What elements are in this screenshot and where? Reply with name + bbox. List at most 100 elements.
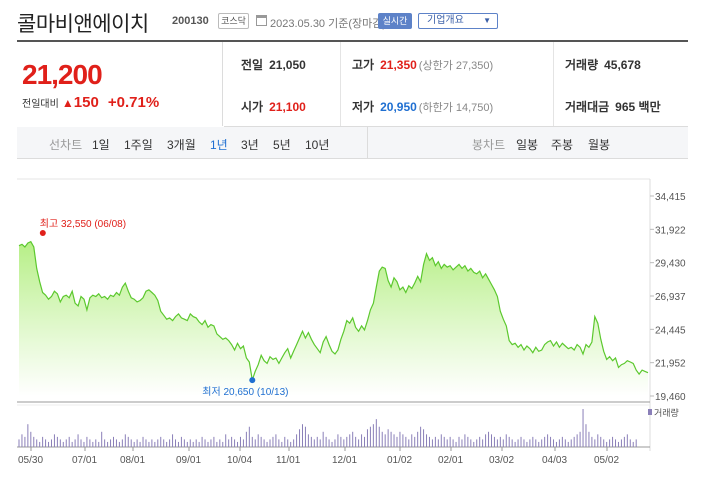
tab-period-1y[interactable]: 1년 <box>210 138 228 152</box>
price-chart[interactable]: 최고 32,550 (06/08) 최저 20,650 (10/13) 34,41… <box>0 175 705 482</box>
market-badge: 코스닥 <box>218 13 249 29</box>
tab-candle-daily[interactable]: 일봉 <box>516 138 539 152</box>
volume-bar <box>538 441 540 447</box>
change-label: 전일대비 <box>22 99 59 110</box>
volume-bar <box>175 439 177 447</box>
change-line: 전일대비 ▲150 +0.71% <box>22 94 159 111</box>
low-cell: 저가 20,950 (하한가 14,750) <box>352 98 493 115</box>
volume-bar <box>517 439 519 447</box>
realtime-button[interactable]: 실시간 <box>378 13 412 29</box>
volume-bar <box>479 436 481 447</box>
volume-bar <box>83 441 85 447</box>
volume-bar <box>207 441 209 447</box>
volume-bar <box>337 434 339 447</box>
tab-period-3y[interactable]: 3년 <box>241 138 259 152</box>
tab-period-5y[interactable]: 5년 <box>273 138 291 152</box>
volume-bar <box>127 436 129 447</box>
amount-cell: 거래대금 965 백만 <box>565 98 661 115</box>
volume-bar <box>163 439 165 447</box>
volume-bar <box>600 436 602 447</box>
volume-bar <box>582 409 584 447</box>
volume-bar <box>455 441 457 447</box>
volume-bar <box>115 439 117 447</box>
volume-bar <box>56 436 58 447</box>
tab-period-1d[interactable]: 1일 <box>92 138 110 152</box>
volume-bar <box>490 434 492 447</box>
volume-bar <box>399 431 401 447</box>
volume-bar <box>558 439 560 447</box>
volume-bar <box>420 426 422 447</box>
volume-bar <box>632 441 634 447</box>
low-label: 저가 <box>352 100 375 114</box>
volume-bar <box>30 431 32 447</box>
volume-bar <box>499 436 501 447</box>
volume-bar <box>331 441 333 447</box>
tab-group-divider <box>367 127 368 159</box>
volume-bar <box>27 424 29 447</box>
volume-bar <box>629 439 631 447</box>
x-tick-label: 12/01 <box>332 455 357 466</box>
volume-bar <box>68 436 70 447</box>
stock-header: 콜마비앤에이치 200130 코스닥 2023.05.30 기준(장마감) 실시… <box>0 0 705 40</box>
volume-bar <box>124 434 126 447</box>
volume-bar <box>387 429 389 447</box>
volume-bar <box>272 436 274 447</box>
volume-bar <box>585 424 587 447</box>
low-value: 20,950 <box>380 100 417 114</box>
volume-bar <box>340 436 342 447</box>
volume-bar <box>133 441 135 447</box>
x-tick-label: 05/30 <box>18 455 43 466</box>
volume-bar <box>393 434 395 447</box>
volume-bar <box>310 436 312 447</box>
high-annotation: 최고 32,550 (06/08) <box>40 218 126 230</box>
volume-cell: 거래량 45,678 <box>565 56 641 73</box>
tab-period-1w[interactable]: 1주일 <box>124 138 153 152</box>
volume-bar <box>98 441 100 447</box>
tab-period-10y[interactable]: 10년 <box>305 138 330 152</box>
volume-bar <box>136 439 138 447</box>
up-triangle-icon: ▲ <box>61 96 74 110</box>
volume-bar <box>488 431 490 447</box>
chevron-down-icon: ▼ <box>483 16 491 25</box>
volume-bar <box>553 439 555 447</box>
volume-bar <box>532 436 534 447</box>
open-value: 21,100 <box>269 100 306 114</box>
prev-close-cell: 전일 21,050 <box>241 56 306 73</box>
volume-bar <box>485 434 487 447</box>
volume-bar <box>405 436 407 447</box>
volume-bar <box>142 436 144 447</box>
x-tick-label: 01/02 <box>387 455 412 466</box>
volume-bar <box>467 436 469 447</box>
low-annotation: 최저 20,650 (10/13) <box>202 386 288 398</box>
volume-bar <box>452 439 454 447</box>
volume-bar <box>92 441 94 447</box>
volume-bar <box>343 439 345 447</box>
volume-bar <box>458 436 460 447</box>
volume-bar <box>112 436 114 447</box>
volume-bar <box>555 441 557 447</box>
volume-bar <box>414 436 416 447</box>
tab-period-3m[interactable]: 3개월 <box>167 138 196 152</box>
corp-overview-dropdown[interactable]: 기업개요 ▼ <box>418 13 498 29</box>
volume-bar <box>511 439 513 447</box>
volume-bar <box>204 439 206 447</box>
volume-bar <box>378 426 380 447</box>
volume-bar <box>328 439 330 447</box>
volume-bar <box>635 439 637 447</box>
volume-bar <box>588 431 590 447</box>
volume-bar <box>121 439 123 447</box>
tab-candle-weekly[interactable]: 주봉 <box>551 138 574 152</box>
price-panel: 21,200 전일대비 ▲150 +0.71% <box>17 42 223 126</box>
volume-bar <box>198 441 200 447</box>
volume-bar <box>216 441 218 447</box>
volume-bar <box>48 441 50 447</box>
tab-candle-monthly[interactable]: 월봉 <box>588 138 611 152</box>
volume-bar <box>21 434 23 447</box>
volume-bar <box>493 436 495 447</box>
open-cell: 시가 21,100 <box>241 98 306 115</box>
low-marker <box>249 377 256 384</box>
x-tick-label: 11/01 <box>276 455 301 466</box>
volume-bar <box>464 434 466 447</box>
volume-bar <box>612 436 614 447</box>
volume-bar <box>36 439 38 447</box>
